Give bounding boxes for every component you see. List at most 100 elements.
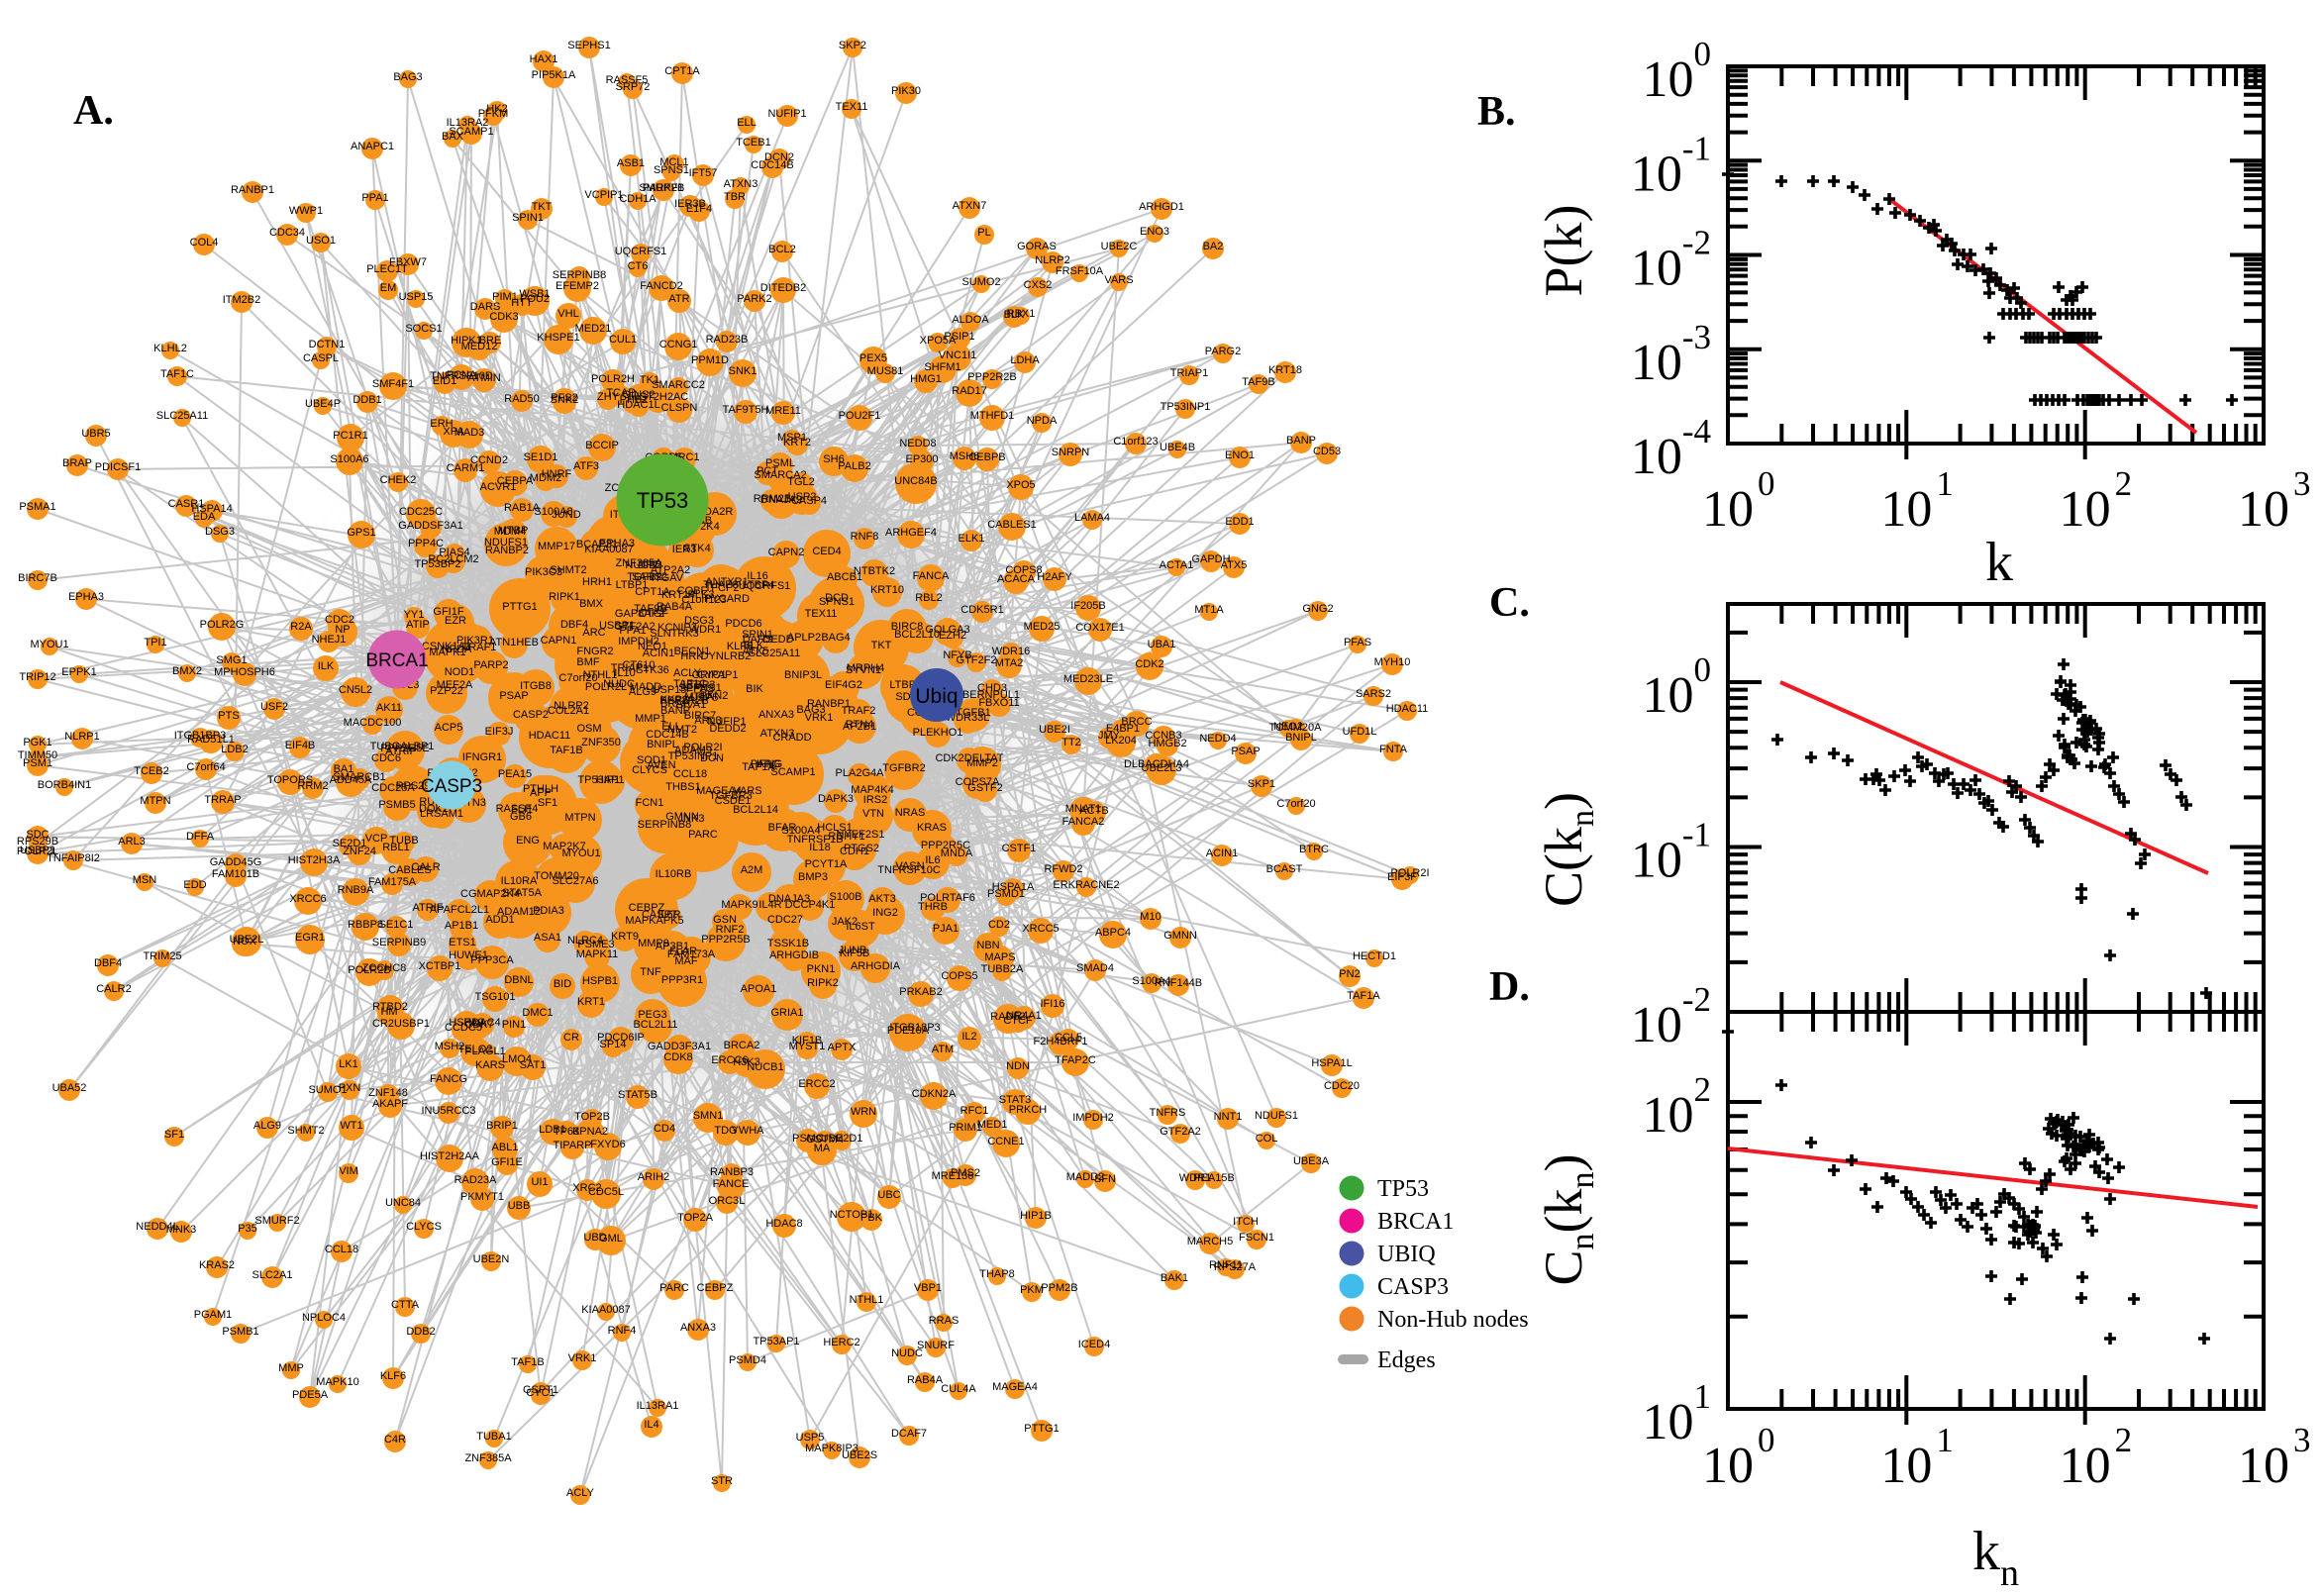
svg-text:RIPK2: RIPK2 [807, 977, 839, 989]
svg-text:PKN1: PKN1 [807, 963, 836, 975]
svg-text:PSMB1: PSMB1 [222, 1326, 258, 1338]
svg-text:PSAP: PSAP [1231, 746, 1260, 757]
svg-text:ATRIP: ATRIP [385, 746, 417, 757]
svg-text:DLBACDHA4: DLBACDHA4 [1124, 758, 1189, 770]
svg-text:MPHOSPH6: MPHOSPH6 [214, 666, 275, 678]
svg-text:ACIN1: ACIN1 [1206, 848, 1238, 859]
svg-text:RC2LCM2: RC2LCM2 [428, 553, 478, 565]
svg-text:HIP1B: HIP1B [1020, 1210, 1052, 1222]
svg-text:VCPIP1: VCPIP1 [584, 189, 623, 201]
svg-text:JMY: JMY [1098, 730, 1121, 742]
svg-text:MA: MA [814, 1143, 831, 1154]
svg-text:CDC25C: CDC25C [399, 506, 443, 518]
svg-text:ACLY: ACLY [673, 667, 702, 679]
svg-text:PKMYT1: PKMYT1 [460, 1191, 504, 1203]
svg-text:RAD17: RAD17 [952, 385, 986, 397]
svg-text:ALG9: ALG9 [629, 686, 656, 698]
svg-text:TP53AP1: TP53AP1 [753, 1336, 799, 1347]
svg-text:RAD23B: RAD23B [706, 334, 749, 346]
svg-text:NEDD8: NEDD8 [899, 438, 936, 449]
svg-text:NLRP2: NLRP2 [1035, 254, 1069, 266]
svg-text:IL13RA1: IL13RA1 [637, 1400, 679, 1412]
svg-text:COPS5: COPS5 [941, 970, 977, 982]
svg-text:MED21: MED21 [575, 323, 612, 335]
svg-text:ATP2A2: ATP2A2 [651, 564, 690, 576]
svg-text:SHMT2: SHMT2 [287, 1125, 324, 1137]
svg-text:KIAA0087: KIAA0087 [581, 1304, 631, 1316]
svg-text:DEDD2: DEDD2 [709, 723, 746, 735]
svg-text:CTGF: CTGF [639, 608, 668, 620]
svg-text:UBE2C: UBE2C [1101, 241, 1138, 252]
svg-text:APOA1: APOA1 [741, 983, 777, 995]
svg-text:FAM175A: FAM175A [368, 876, 417, 888]
svg-text:ATR: ATR [668, 293, 689, 305]
svg-text:2: 2 [2115, 1421, 2133, 1459]
svg-text:CTCF: CTCF [1003, 1015, 1033, 1027]
svg-text:TCEB2: TCEB2 [134, 765, 168, 777]
svg-text:TRIM25: TRIM25 [143, 950, 181, 962]
svg-text:GFI1F: GFI1F [433, 606, 463, 618]
svg-text:BCL2: BCL2 [768, 244, 796, 255]
svg-text:SYVN1: SYVN1 [846, 664, 881, 676]
svg-text:POLR2L: POLR2L [17, 846, 58, 857]
svg-text:ENO1: ENO1 [1225, 449, 1255, 461]
svg-text:DYNLRB2: DYNLRB2 [701, 650, 752, 662]
svg-text:TUBB2A: TUBB2A [981, 963, 1024, 975]
svg-text:NUDC: NUDC [603, 678, 635, 690]
svg-text:ACTB: ACTB [1079, 805, 1108, 817]
svg-text:EM: EM [380, 282, 397, 294]
svg-text:ANTXR1: ANTXR1 [705, 576, 748, 588]
svg-text:WDR1: WDR1 [1179, 1172, 1211, 1184]
svg-text:SMF4F1: SMF4F1 [372, 378, 414, 390]
svg-text:AP3B1: AP3B1 [656, 941, 689, 952]
svg-text:ZNF350: ZNF350 [581, 737, 621, 748]
svg-text:C7orf20: C7orf20 [1276, 798, 1315, 810]
svg-text:POLR2H: POLR2H [591, 373, 635, 385]
svg-text:STR: STR [711, 1475, 733, 1487]
svg-text:EPHA3: EPHA3 [599, 538, 635, 549]
svg-text:LTBP4: LTBP4 [743, 579, 775, 591]
svg-text:PLEC1T: PLEC1T [366, 263, 408, 275]
svg-text:SKP2: SKP2 [839, 40, 866, 51]
svg-text:SMARCB1: SMARCB1 [333, 771, 385, 783]
svg-text:NNT1: NNT1 [1214, 1111, 1243, 1123]
svg-text:MSH2: MSH2 [435, 1041, 465, 1052]
svg-text:C4R: C4R [384, 1434, 406, 1446]
svg-text:KIF5B: KIF5B [840, 948, 870, 959]
svg-text:STK4: STK4 [683, 543, 711, 554]
svg-text:PRKAB2: PRKAB2 [899, 986, 942, 998]
svg-text:PPA1: PPA1 [619, 625, 646, 637]
svg-text:PZP22: PZP22 [430, 685, 463, 697]
svg-text:ELL: ELL [737, 117, 757, 129]
svg-text:RAD50: RAD50 [504, 393, 539, 405]
svg-text:BANP: BANP [1286, 435, 1316, 447]
svg-text:10: 10 [2238, 1438, 2289, 1494]
svg-text:TK1: TK1 [640, 374, 659, 386]
svg-text:KIF1B: KIF1B [792, 1035, 823, 1047]
svg-text:COX17E1: COX17E1 [1075, 622, 1125, 634]
svg-text:DCD: DCD [825, 592, 849, 604]
svg-text:SPNS1: SPNS1 [654, 164, 689, 176]
svg-text:KLF6: KLF6 [380, 1370, 406, 1382]
svg-text:TAF1C: TAF1C [673, 678, 707, 690]
svg-text:ALDOA: ALDOA [952, 314, 989, 326]
svg-text:CAPN1: CAPN1 [541, 635, 577, 647]
svg-text:LTBR: LTBR [889, 679, 916, 691]
svg-text:CSNK1A1: CSNK1A1 [422, 641, 471, 652]
svg-text:FANCG: FANCG [430, 1073, 467, 1085]
svg-text:CPT1A: CPT1A [664, 65, 700, 77]
svg-text:HSPA1A: HSPA1A [992, 881, 1035, 893]
svg-text:TNFAIP8I2: TNFAIP8I2 [47, 852, 100, 864]
svg-text:NPDA: NPDA [442, 644, 472, 655]
svg-text:EDD1: EDD1 [1225, 516, 1254, 528]
svg-text:BRE: BRE [479, 335, 502, 347]
svg-text:RBL2: RBL2 [915, 592, 943, 604]
svg-text:MDM2: MDM2 [530, 472, 561, 484]
svg-text:RAD52: RAD52 [990, 1011, 1025, 1023]
svg-text:MT1A: MT1A [684, 691, 714, 703]
svg-text:ASA1: ASA1 [534, 932, 561, 944]
svg-text:TGL2: TGL2 [787, 476, 815, 488]
svg-text:ZNF24: ZNF24 [343, 846, 376, 857]
svg-text:SARS2: SARS2 [632, 571, 667, 583]
svg-text:STAT5B: STAT5B [618, 1089, 657, 1101]
